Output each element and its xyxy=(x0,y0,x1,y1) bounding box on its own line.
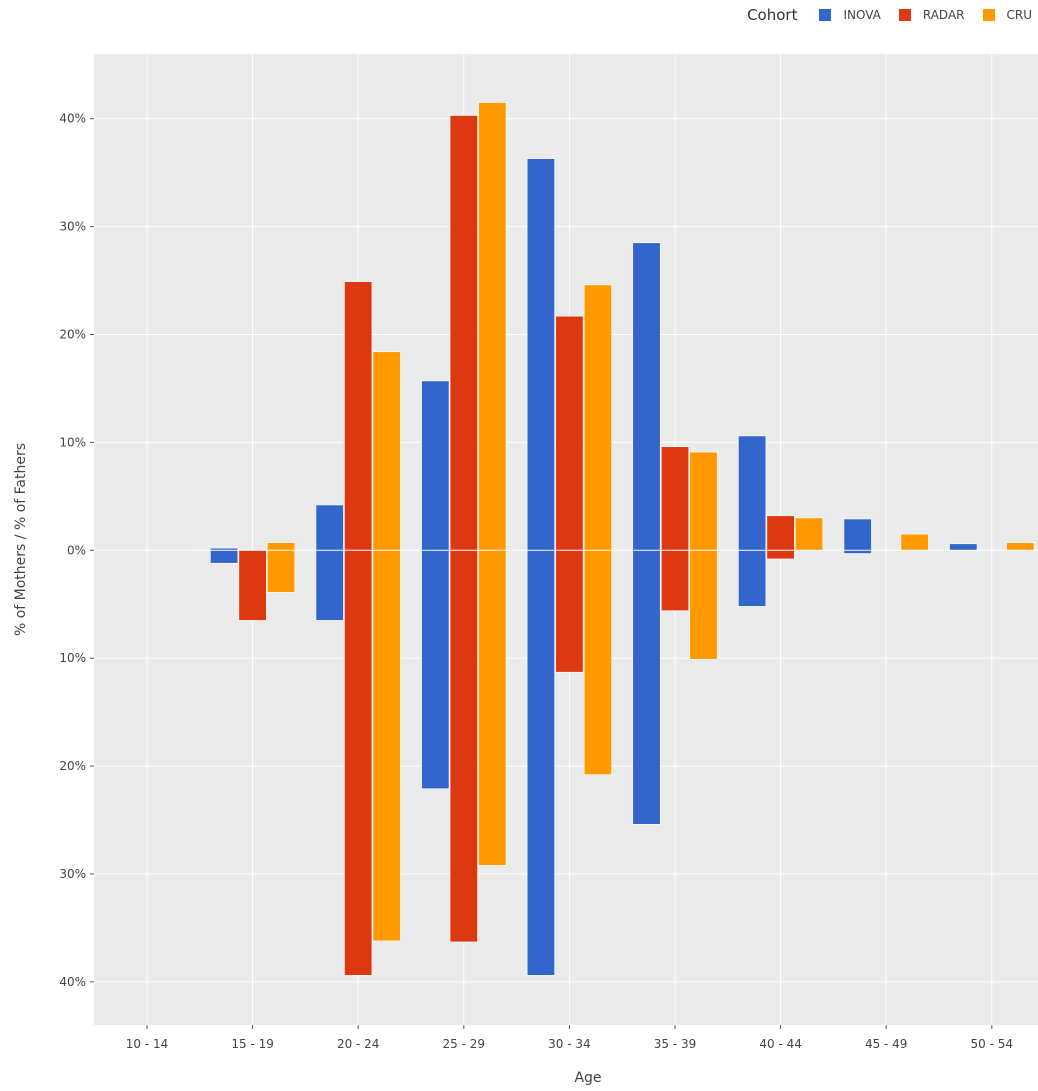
bar-inova-mothers[interactable] xyxy=(632,242,661,551)
legend-title: Cohort xyxy=(747,6,798,24)
bar-inova-mothers[interactable] xyxy=(949,543,978,551)
bar-cru-fathers[interactable] xyxy=(372,549,401,942)
y-tick-label: 10% xyxy=(59,435,86,449)
legend-swatch-inova xyxy=(819,9,832,21)
legend: Cohort INOVA RADAR CRU xyxy=(747,6,1032,24)
legend-label-cru: CRU xyxy=(1006,8,1033,22)
y-tick-label: 40% xyxy=(59,112,86,126)
x-tick-label: 35 - 39 xyxy=(654,1037,697,1051)
bar-cru-mothers[interactable] xyxy=(478,102,507,551)
x-tick-label: 50 - 54 xyxy=(971,1037,1014,1051)
bar-radar-mothers[interactable] xyxy=(555,315,584,551)
bar-radar-mothers[interactable] xyxy=(766,515,795,551)
bar-cru-mothers[interactable] xyxy=(267,542,296,551)
bar-cru-fathers[interactable] xyxy=(583,549,612,775)
bar-cru-mothers[interactable] xyxy=(689,451,718,551)
bar-radar-fathers[interactable] xyxy=(344,549,373,976)
x-tick-label: 15 - 19 xyxy=(231,1037,274,1051)
y-tick-label: 40% xyxy=(59,975,86,989)
bar-radar-fathers[interactable] xyxy=(238,549,267,621)
bar-inova-fathers[interactable] xyxy=(210,549,239,564)
bar-radar-mothers[interactable] xyxy=(449,115,478,551)
y-axis-title: % of Mothers / % of Fathers xyxy=(13,443,29,636)
bar-inova-mothers[interactable] xyxy=(738,435,767,551)
bar-cru-fathers[interactable] xyxy=(478,549,507,866)
bar-radar-fathers[interactable] xyxy=(449,549,478,943)
x-tick-label: 30 - 34 xyxy=(548,1037,591,1051)
x-tick-label: 20 - 24 xyxy=(337,1037,380,1051)
legend-swatch-radar xyxy=(898,9,911,21)
y-tick-label: 10% xyxy=(59,651,86,665)
bars xyxy=(210,102,1035,976)
legend-item-radar[interactable]: RADAR xyxy=(898,8,965,22)
bar-inova-fathers[interactable] xyxy=(315,549,344,621)
x-tick-label: 10 - 14 xyxy=(126,1037,169,1051)
bar-inova-mothers[interactable] xyxy=(315,504,344,551)
bar-inova-fathers[interactable] xyxy=(526,549,555,976)
y-tick-labels: 40% 30% 20% 10% 0% 10% 20% 30% 40% xyxy=(59,112,94,989)
y-tick-label: 30% xyxy=(59,220,86,234)
legend-item-inova[interactable]: INOVA xyxy=(819,8,881,22)
bar-cru-mothers[interactable] xyxy=(583,284,612,551)
bar-inova-mothers[interactable] xyxy=(526,158,555,551)
legend-item-cru[interactable]: CRU xyxy=(982,8,1033,22)
bar-cru-mothers[interactable] xyxy=(1006,542,1035,551)
y-tick-label: 20% xyxy=(59,759,86,773)
bar-inova-mothers[interactable] xyxy=(421,380,450,551)
bar-radar-fathers[interactable] xyxy=(555,549,584,673)
bar-cru-mothers[interactable] xyxy=(372,351,401,551)
bar-radar-fathers[interactable] xyxy=(766,549,795,560)
bar-radar-mothers[interactable] xyxy=(660,446,690,551)
bar-cru-fathers[interactable] xyxy=(267,549,296,593)
legend-label-radar: RADAR xyxy=(922,8,965,22)
bar-cru-fathers[interactable] xyxy=(689,549,718,660)
bar-radar-fathers[interactable] xyxy=(660,549,690,612)
y-tick-label: 0% xyxy=(67,543,86,557)
bar-cru-mothers[interactable] xyxy=(900,533,929,551)
legend-swatch-cru xyxy=(982,9,995,21)
x-axis-title: Age xyxy=(574,1070,601,1086)
x-tick-label: 40 - 44 xyxy=(759,1037,802,1051)
legend-label-inova: INOVA xyxy=(843,8,881,22)
x-tick-label: 25 - 29 xyxy=(443,1037,486,1051)
bar-inova-fathers[interactable] xyxy=(632,549,661,825)
bar-radar-mothers[interactable] xyxy=(344,281,373,551)
bar-cru-mothers[interactable] xyxy=(795,517,824,551)
x-tick-label: 45 - 49 xyxy=(865,1037,908,1051)
bar-inova-mothers[interactable] xyxy=(843,518,872,551)
bar-inova-fathers[interactable] xyxy=(738,549,767,607)
y-tick-label: 30% xyxy=(59,867,86,881)
y-tick-label: 20% xyxy=(59,328,86,342)
bar-inova-fathers[interactable] xyxy=(421,549,450,790)
x-tick-labels: 10 - 14 15 - 19 20 - 24 25 - 29 30 - 34 35 - … xyxy=(126,1025,1013,1051)
